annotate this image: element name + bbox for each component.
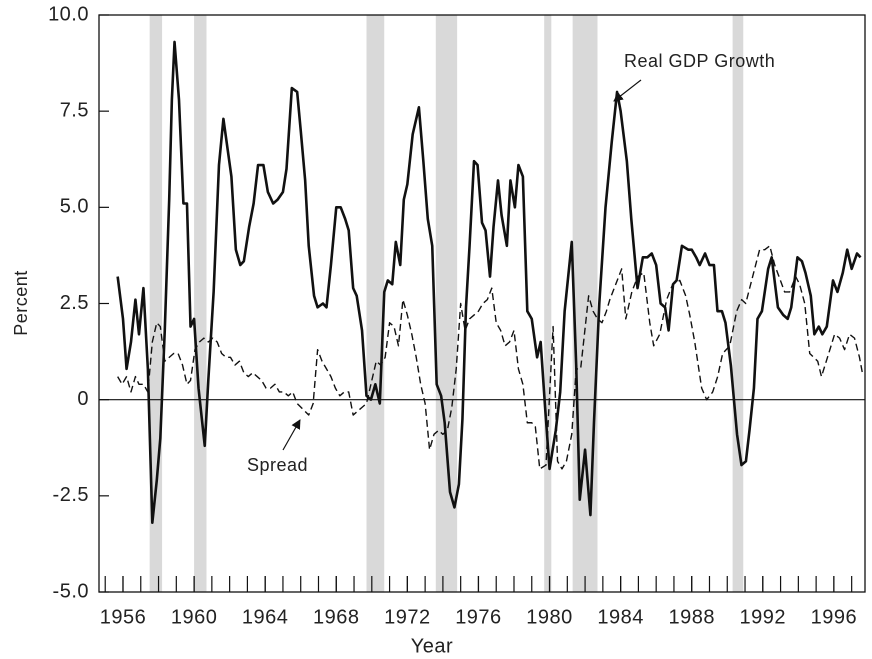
- recession-band: [435, 15, 458, 592]
- y-tick-label: -2.5: [53, 484, 89, 506]
- recession-band: [732, 15, 744, 592]
- recession-band: [366, 15, 385, 592]
- recession-band: [572, 15, 598, 592]
- annotation-label: Real GDP Growth: [624, 51, 775, 71]
- annotation-arrow: [282, 419, 301, 451]
- series-line: [116, 40, 862, 525]
- y-tick-label: 0: [77, 388, 89, 410]
- x-tick-label: 1988: [668, 606, 715, 628]
- x-tick-label: 1956: [100, 606, 147, 628]
- x-tick-label: 1992: [740, 606, 787, 628]
- x-tick-label: 1980: [526, 606, 573, 628]
- y-tick-label: 2.5: [60, 292, 89, 314]
- x-tick-label: 1976: [455, 606, 502, 628]
- plot-frame: [98, 14, 866, 593]
- x-tick-label: 1972: [384, 606, 431, 628]
- series-line: [117, 245, 864, 470]
- x-tick-label: 1968: [313, 606, 360, 628]
- y-tick-label: -5.0: [53, 580, 89, 602]
- recession-band: [544, 15, 552, 592]
- y-axis-label: Percent: [11, 270, 31, 336]
- annotation-label: Spread: [247, 455, 308, 475]
- annotation-arrow: [613, 79, 642, 102]
- x-tick-label: 1964: [242, 606, 289, 628]
- axes: -5.0 -2.5 0 2.5 5.0 7.5 10.0 1956 1960 1964 1968 19…: [48, 3, 865, 628]
- y-tick-label: 7.5: [60, 99, 89, 121]
- y-tick-label: 10.0: [48, 3, 89, 25]
- x-tick-label: 1996: [811, 606, 858, 628]
- recession-band: [194, 15, 207, 592]
- x-axis-label: Year: [411, 635, 453, 657]
- x-tick-label: 1960: [171, 606, 218, 628]
- recession-shading: [149, 15, 744, 592]
- series-lines: [116, 40, 864, 525]
- y-tick-label: 5.0: [60, 196, 89, 218]
- x-tick-label: 1984: [597, 606, 644, 628]
